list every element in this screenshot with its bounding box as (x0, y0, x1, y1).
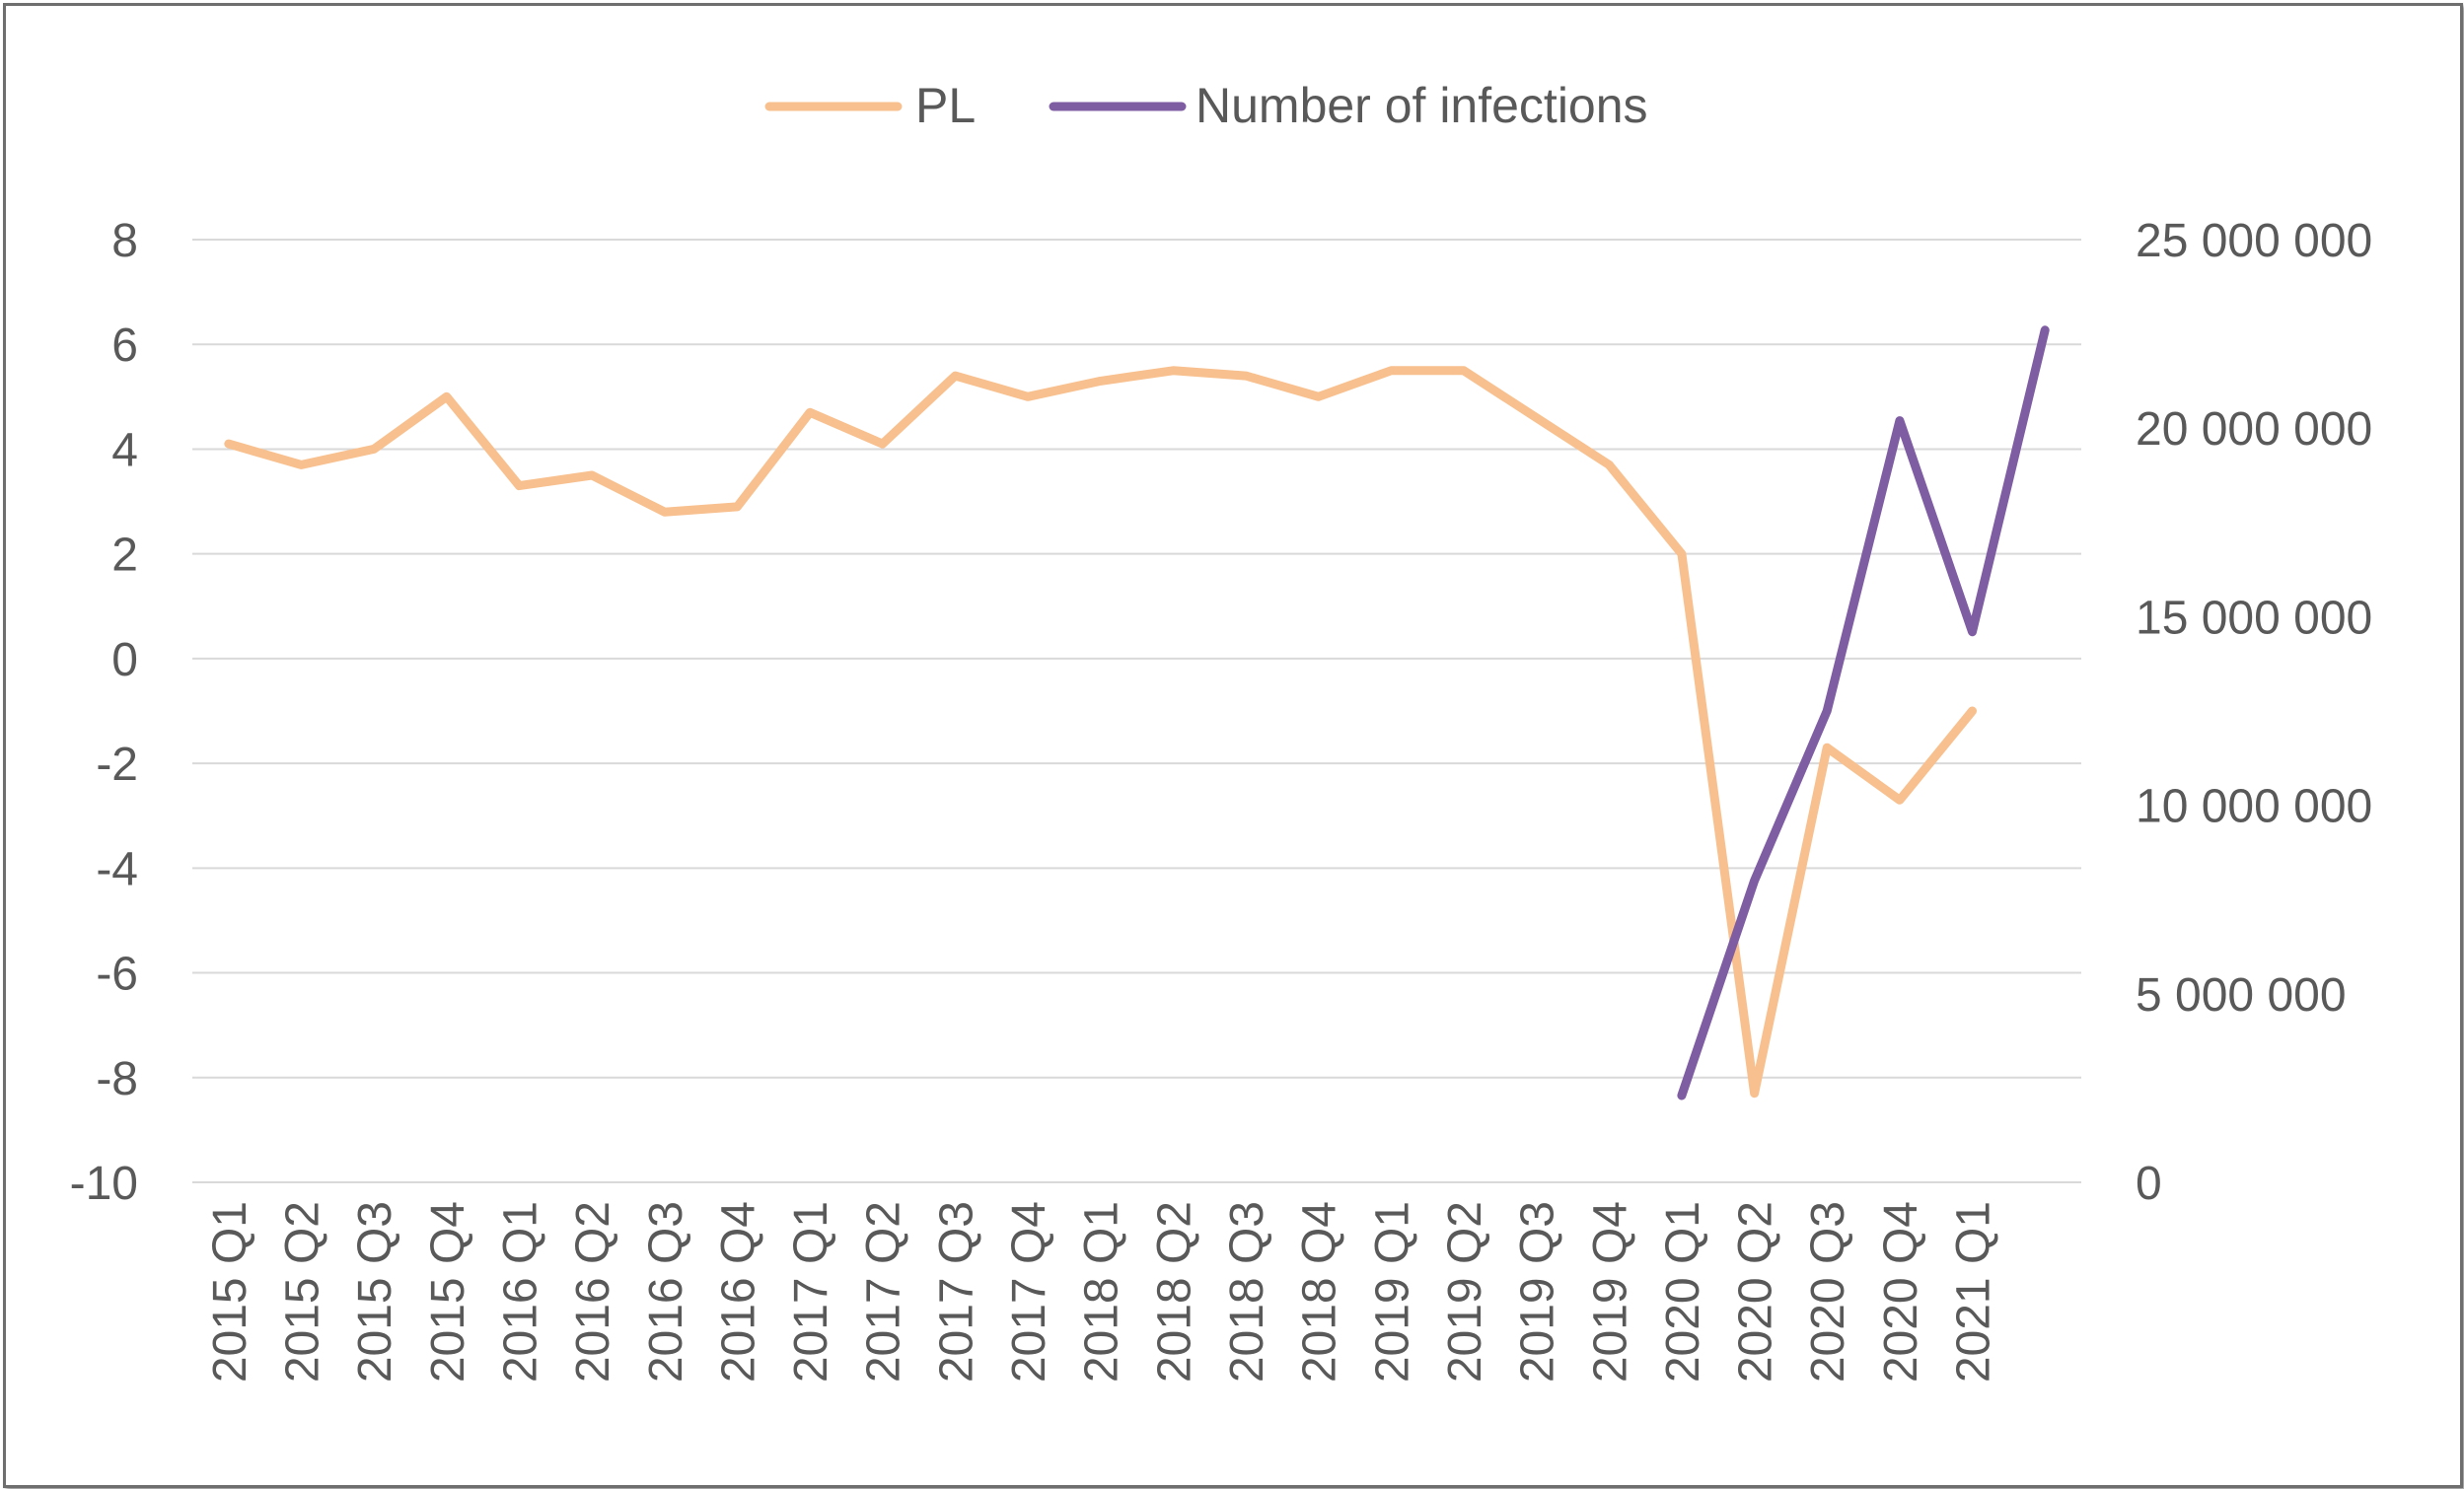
x-tick-label: 2015 Q1 (204, 1201, 256, 1383)
x-tick-label: 2016 Q3 (640, 1201, 692, 1383)
x-tick-label: 2017 Q2 (858, 1201, 910, 1383)
x-tick-label: 2017 Q3 (930, 1201, 982, 1383)
legend-label-infections: Number of infections (1196, 78, 1648, 133)
x-tick-label: 2018 Q3 (1221, 1201, 1273, 1383)
series-lines (224, 325, 2050, 1100)
y-right-tick-label: 25 000 000 (2136, 215, 2372, 267)
y-left-tick-label: -4 (96, 843, 138, 895)
x-tick-label: 2020 Q2 (1730, 1201, 1782, 1383)
x-tick-label: 2020 Q4 (1875, 1201, 1927, 1383)
chart-frame (3, 3, 2463, 1488)
y-left-tick-label: 8 (111, 215, 138, 267)
x-tick-label: 2019 Q3 (1512, 1201, 1564, 1383)
x-axis-ticks: 2015 Q1 2015 Q2 2015 Q3 2015 Q4 2016 Q1 2016 … (204, 1201, 2000, 1383)
x-tick-label: 2018 Q4 (1294, 1201, 1346, 1383)
x-tick-label: 2016 Q4 (712, 1201, 764, 1383)
gridlines (192, 239, 2081, 1183)
y-right-tick-label: 10 000 000 (2136, 781, 2372, 833)
y-left-tick-label: -6 (96, 949, 138, 1001)
legend-label-pl: PL (915, 78, 976, 133)
series-line-infections (1677, 325, 2050, 1100)
left-axis-ticks: 8 6 4 2 0 -2 -4 -6 -8 -10 (70, 215, 138, 1210)
y-left-tick-label: 0 (111, 634, 138, 686)
series-line-pl (224, 366, 1977, 1099)
x-tick-label: 2015 Q4 (422, 1201, 474, 1383)
x-tick-label: 2020 Q1 (1657, 1201, 1709, 1383)
x-tick-label: 2020 Q3 (1802, 1201, 1854, 1383)
legend: PL Number of infections (764, 78, 1648, 133)
x-tick-label: 2015 Q2 (276, 1201, 328, 1383)
x-tick-label: 2019 Q4 (1584, 1201, 1636, 1383)
y-left-tick-label: 6 (111, 319, 138, 372)
x-tick-label: 2019 Q1 (1366, 1201, 1418, 1383)
y-right-tick-label: 5 000 000 (2136, 969, 2347, 1022)
x-tick-label: 2016 Q2 (567, 1201, 619, 1383)
y-left-tick-label: -10 (70, 1158, 138, 1210)
y-left-tick-label: 2 (111, 530, 138, 582)
x-tick-label: 2017 Q4 (1003, 1201, 1055, 1383)
x-tick-label: 2015 Q3 (349, 1201, 401, 1383)
x-tick-label: 2018 Q1 (1076, 1201, 1128, 1383)
y-right-tick-label: 20 000 000 (2136, 403, 2372, 456)
y-left-tick-label: -8 (96, 1053, 138, 1105)
y-right-tick-label: 15 000 000 (2136, 592, 2372, 644)
y-left-tick-label: -2 (96, 739, 138, 791)
x-tick-label: 2019 Q2 (1439, 1201, 1491, 1383)
x-tick-label: 2021 Q1 (1948, 1201, 2000, 1383)
right-axis-ticks: 25 000 000 20 000 000 15 000 000 10 000 000… (2136, 215, 2372, 1210)
y-right-tick-label: 0 (2136, 1158, 2162, 1210)
x-tick-label: 2017 Q1 (785, 1201, 837, 1383)
y-left-tick-label: 4 (111, 424, 138, 476)
x-tick-label: 2016 Q1 (494, 1201, 546, 1383)
x-tick-label: 2018 Q2 (1148, 1201, 1200, 1383)
